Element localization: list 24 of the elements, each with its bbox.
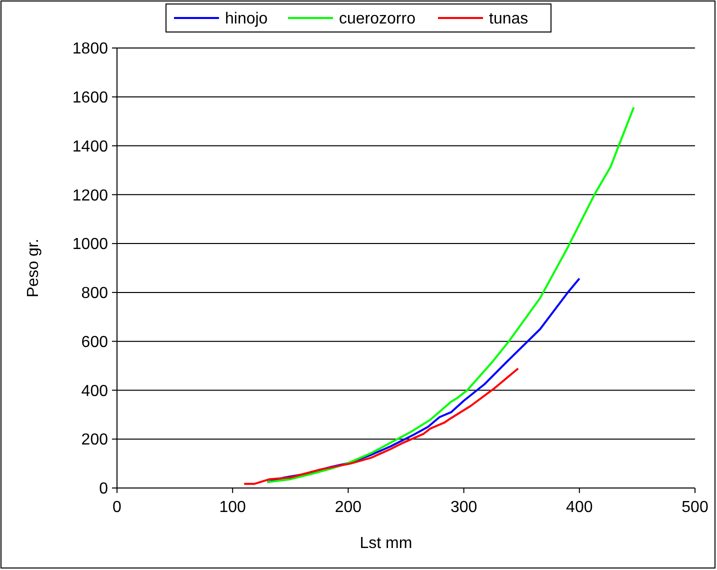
x-tick-label: 400 xyxy=(566,499,593,516)
line-series xyxy=(266,106,635,484)
legend-label: tunas xyxy=(489,10,528,28)
x-tick-label: 500 xyxy=(682,499,708,516)
y-tick-label: 1000 xyxy=(72,236,108,254)
y-tick-label: 1800 xyxy=(72,40,108,58)
y-tick-label: 800 xyxy=(81,285,108,302)
y-tick-label: 200 xyxy=(81,432,108,449)
x-tick-label: 100 xyxy=(219,499,246,516)
x-axis-title: Lst mm xyxy=(360,535,412,552)
y-tick-label: 1600 xyxy=(72,89,108,106)
x-tick-label: 200 xyxy=(334,499,362,516)
line-series xyxy=(266,278,580,484)
x-tick-label: 0 xyxy=(112,499,122,516)
y-tick-label: 0 xyxy=(99,480,108,498)
y-tick-label: 400 xyxy=(81,382,108,400)
y-tick-label: 600 xyxy=(81,334,108,351)
legend-label: cuerozorro xyxy=(339,10,416,28)
y-axis-title: Peso gr. xyxy=(25,238,42,298)
x-tick-label: 300 xyxy=(450,499,478,516)
legend-label: hinojo xyxy=(225,10,268,28)
y-tick-label: 1400 xyxy=(72,138,108,156)
y-tick-label: 1200 xyxy=(72,187,108,204)
line-series xyxy=(243,367,520,485)
